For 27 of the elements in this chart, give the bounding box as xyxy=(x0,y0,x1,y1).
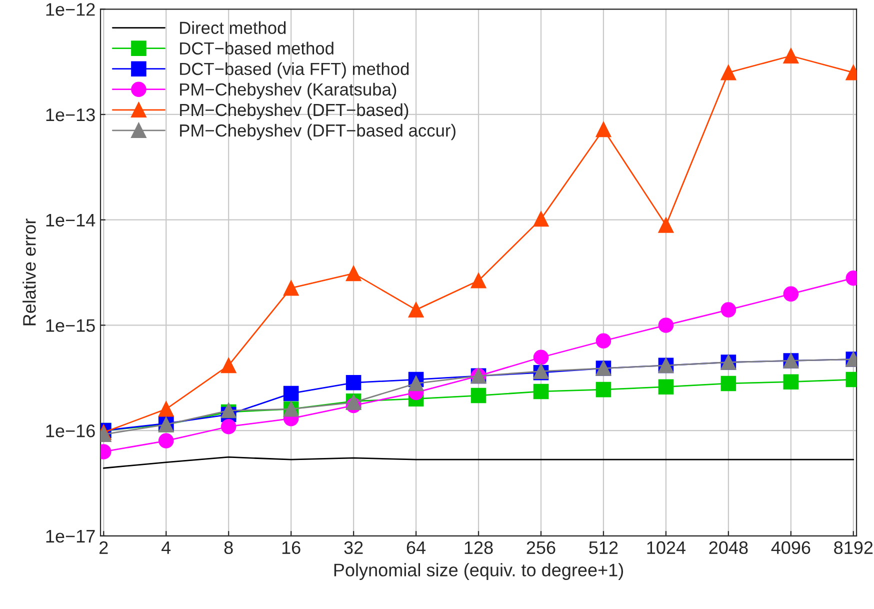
y-tick-label: 1e−14 xyxy=(46,214,96,227)
x-tick-label: 64 xyxy=(406,541,426,554)
y-tick-label: 1e−16 xyxy=(46,424,95,438)
x-tick-label: 2 xyxy=(100,541,108,554)
legend-label: DCT−based (via FFT) method xyxy=(180,62,409,79)
legend-label: Direct method xyxy=(180,21,286,34)
x-tick-label: 512 xyxy=(589,541,618,554)
x-tick-label: 1024 xyxy=(647,541,686,554)
y-tick-label: 1e−15 xyxy=(46,319,95,332)
legend-label: PM−Chebyshev (DFT−based) xyxy=(180,103,408,120)
x-tick-label: 8 xyxy=(224,541,233,554)
x-tick-label: 128 xyxy=(464,541,493,554)
x-tick-label: 4 xyxy=(162,541,171,554)
x-tick-label: 8192 xyxy=(834,541,873,554)
x-tick-label: 16 xyxy=(282,541,300,554)
legend-label: PM−Chebyshev (DFT−based accur) xyxy=(180,124,456,140)
x-tick-label: 256 xyxy=(526,541,556,554)
x-tick-label: 32 xyxy=(344,541,363,554)
y-axis-title: Relative error xyxy=(22,218,36,326)
x-axis-title: Polynomial size (equiv. to degree+1) xyxy=(334,563,624,580)
x-tick-label: 4096 xyxy=(771,541,810,554)
y-tick-label: 1e−13 xyxy=(46,108,95,122)
legend-label: PM−Chebyshev (Karatsuba) xyxy=(180,82,396,100)
y-tick-label: 1e−12 xyxy=(46,3,95,16)
x-tick-label: 2048 xyxy=(709,541,748,554)
legend-label: DCT−based method xyxy=(180,42,334,55)
y-tick-label: 1e−17 xyxy=(46,530,95,543)
